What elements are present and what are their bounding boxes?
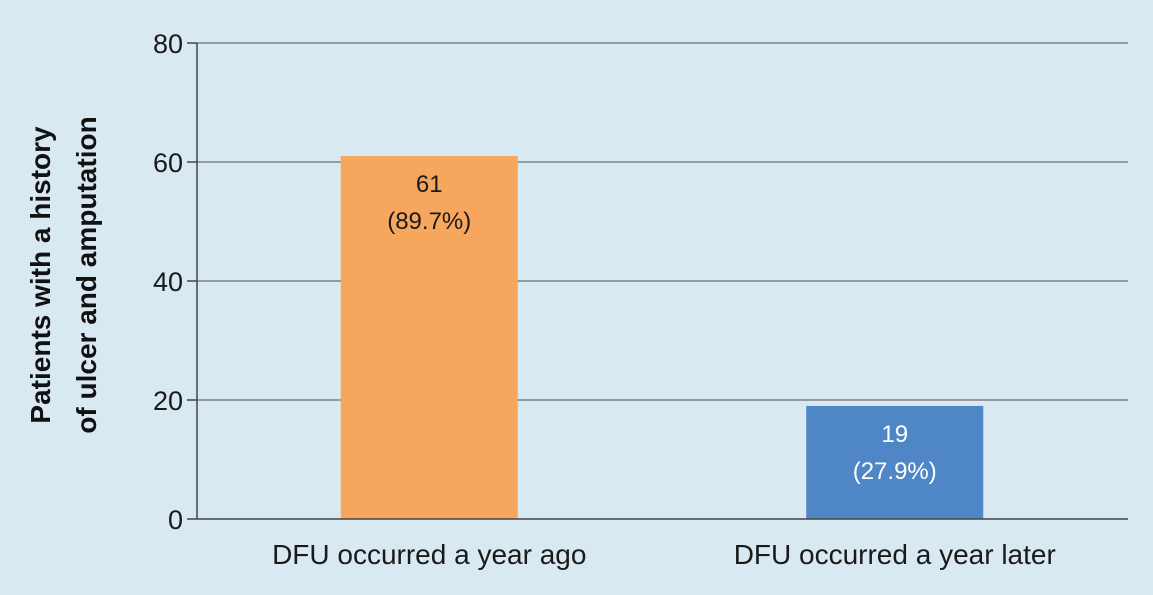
y-tick-label: 20 xyxy=(153,386,183,416)
bar xyxy=(340,156,518,520)
y-tick-label: 40 xyxy=(153,267,183,297)
bar xyxy=(806,405,984,519)
y-tick-label: 0 xyxy=(168,505,183,535)
x-category-label: DFU occurred a year later xyxy=(734,539,1056,570)
bars xyxy=(340,156,984,520)
y-axis-title-line-1: Patients with a history xyxy=(25,126,56,424)
gridlines xyxy=(197,42,1128,401)
x-category-label: DFU occurred a year ago xyxy=(272,539,586,570)
y-tick-label: 80 xyxy=(153,29,183,59)
bar-percent-label: (27.9%) xyxy=(853,458,937,485)
labels: 0 20 40 60 80 61 (89.7%) DFU occurred a year ag… xyxy=(153,29,1056,570)
bar-value-label: 61 xyxy=(416,171,443,198)
bar-percent-label: (89.7%) xyxy=(387,208,471,235)
y-tick-label: 60 xyxy=(153,148,183,178)
bar-value-label: 19 xyxy=(881,421,908,448)
y-axis-title-line-2: of ulcer and amputation xyxy=(71,116,102,433)
axes xyxy=(187,42,1128,520)
